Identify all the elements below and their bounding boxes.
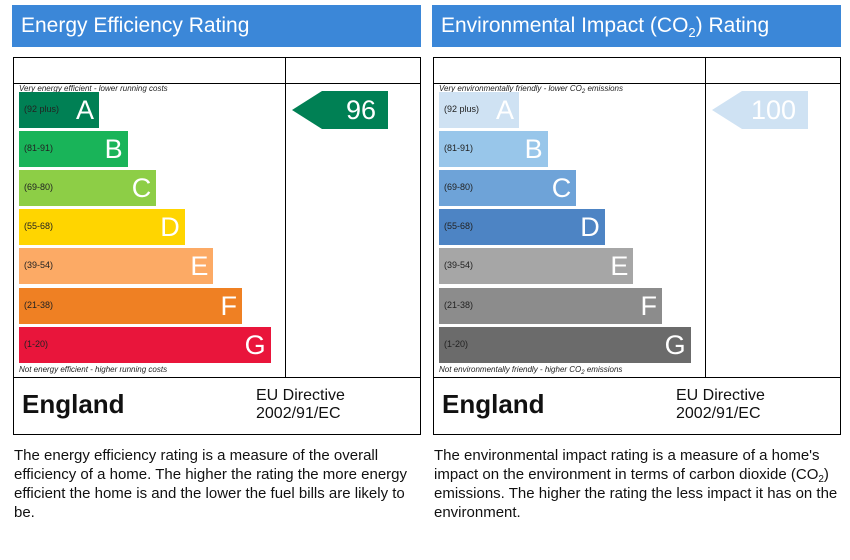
rating-chart-box: Very environmentally friendly - lower CO…: [433, 57, 841, 435]
rating-band-e: (39-54) E: [19, 248, 214, 285]
band-range: (55-68): [24, 221, 54, 232]
band-range: (39-54): [444, 260, 474, 271]
band-range: (69-80): [444, 182, 474, 193]
rating-chart-box: Very energy efficient - lower running co…: [13, 57, 421, 435]
rating-band-c: (69-80) C: [439, 170, 577, 207]
rating-band-d: (55-68) D: [439, 209, 605, 246]
divider: [14, 83, 420, 84]
band-range: (69-80): [24, 182, 54, 193]
rating-band-g: (1-20) G: [19, 326, 271, 363]
band-range: (21-38): [24, 299, 54, 310]
rating-band-d: (55-68) D: [19, 209, 185, 246]
directive-line-1: EU Directive: [676, 387, 765, 404]
band-range: (1-20): [444, 338, 469, 349]
region-label: England: [22, 389, 125, 419]
band-letter: E: [190, 251, 209, 282]
band-range: (39-54): [24, 260, 54, 271]
band-letter: D: [580, 212, 600, 243]
arrow-shape: [712, 91, 808, 129]
top-note: Very environmentally friendly - lower CO…: [439, 84, 624, 95]
band-letter: A: [495, 95, 514, 125]
rating-band-b: (81-91) B: [19, 131, 128, 168]
rating-band-e: (39-54) E: [439, 248, 634, 285]
band-range: (1-20): [24, 338, 49, 349]
band-range: (81-91): [24, 143, 54, 154]
band-range: (55-68): [444, 221, 474, 232]
band-range: (81-91): [444, 143, 474, 154]
divider: [14, 377, 420, 378]
top-note: Very energy efficient - lower running co…: [19, 84, 168, 93]
rating-band-a: (92 plus) A: [19, 92, 99, 128]
band-range: (92 plus): [24, 104, 60, 114]
current-rating-value: 100: [750, 95, 796, 125]
rating-band-c: (69-80) C: [19, 170, 157, 207]
divider: [434, 83, 840, 84]
band-letter: F: [220, 290, 238, 321]
band-range: (21-38): [444, 299, 474, 310]
rating-band-a: (92 plus) A: [439, 92, 519, 128]
directive-line-2: 2002/91/EC: [676, 405, 761, 422]
panel-title-text: Environmental Impact (CO2) Rating: [441, 14, 770, 40]
divider: [285, 58, 286, 378]
rating-band-b: (81-91) B: [439, 131, 548, 168]
directive-line-1: EU Directive: [256, 387, 345, 404]
band-letter: E: [610, 251, 629, 282]
band-letter: C: [131, 173, 152, 204]
bottom-note: Not environmentally friendly - higher CO…: [439, 365, 623, 376]
band-letter: B: [104, 134, 123, 165]
current-rating-value: 96: [345, 95, 376, 125]
rating-band-f: (21-38) F: [19, 287, 242, 324]
current-rating-arrow: 100: [712, 91, 808, 129]
directive-line-2: 2002/91/EC: [256, 405, 341, 422]
current-rating-arrow: 96: [292, 91, 388, 129]
directive-label: EU Directive 2002/91/EC: [676, 387, 765, 423]
energy-efficiency-panel: Energy Efficiency Rating Very energy eff…: [12, 0, 421, 560]
environmental-impact-panel: Environmental Impact (CO2) Rating Very e…: [432, 0, 841, 560]
band-letter: C: [551, 173, 572, 204]
directive-label: EU Directive 2002/91/EC: [256, 387, 345, 423]
divider: [705, 58, 706, 378]
band-letter: G: [664, 329, 686, 360]
rating-band-g: (1-20) G: [439, 326, 691, 363]
region-label: England: [442, 389, 545, 419]
panel-title: Energy Efficiency Rating: [12, 5, 421, 47]
band-letter: B: [524, 134, 543, 165]
arrow-shape: [292, 91, 388, 129]
band-letter: F: [640, 290, 658, 321]
band-letter: A: [75, 95, 94, 125]
band-letter: G: [244, 329, 266, 360]
band-letter: D: [160, 212, 180, 243]
bottom-note: Not energy efficient - higher running co…: [19, 365, 168, 374]
divider: [434, 377, 840, 378]
rating-description: The environmental impact rating is a mea…: [434, 447, 838, 521]
band-range: (92 plus): [444, 104, 480, 114]
panel-title: Environmental Impact (CO2) Rating: [432, 5, 841, 47]
rating-band-f: (21-38) F: [439, 287, 662, 324]
rating-description: The energy efficiency rating is a measur…: [14, 447, 408, 521]
